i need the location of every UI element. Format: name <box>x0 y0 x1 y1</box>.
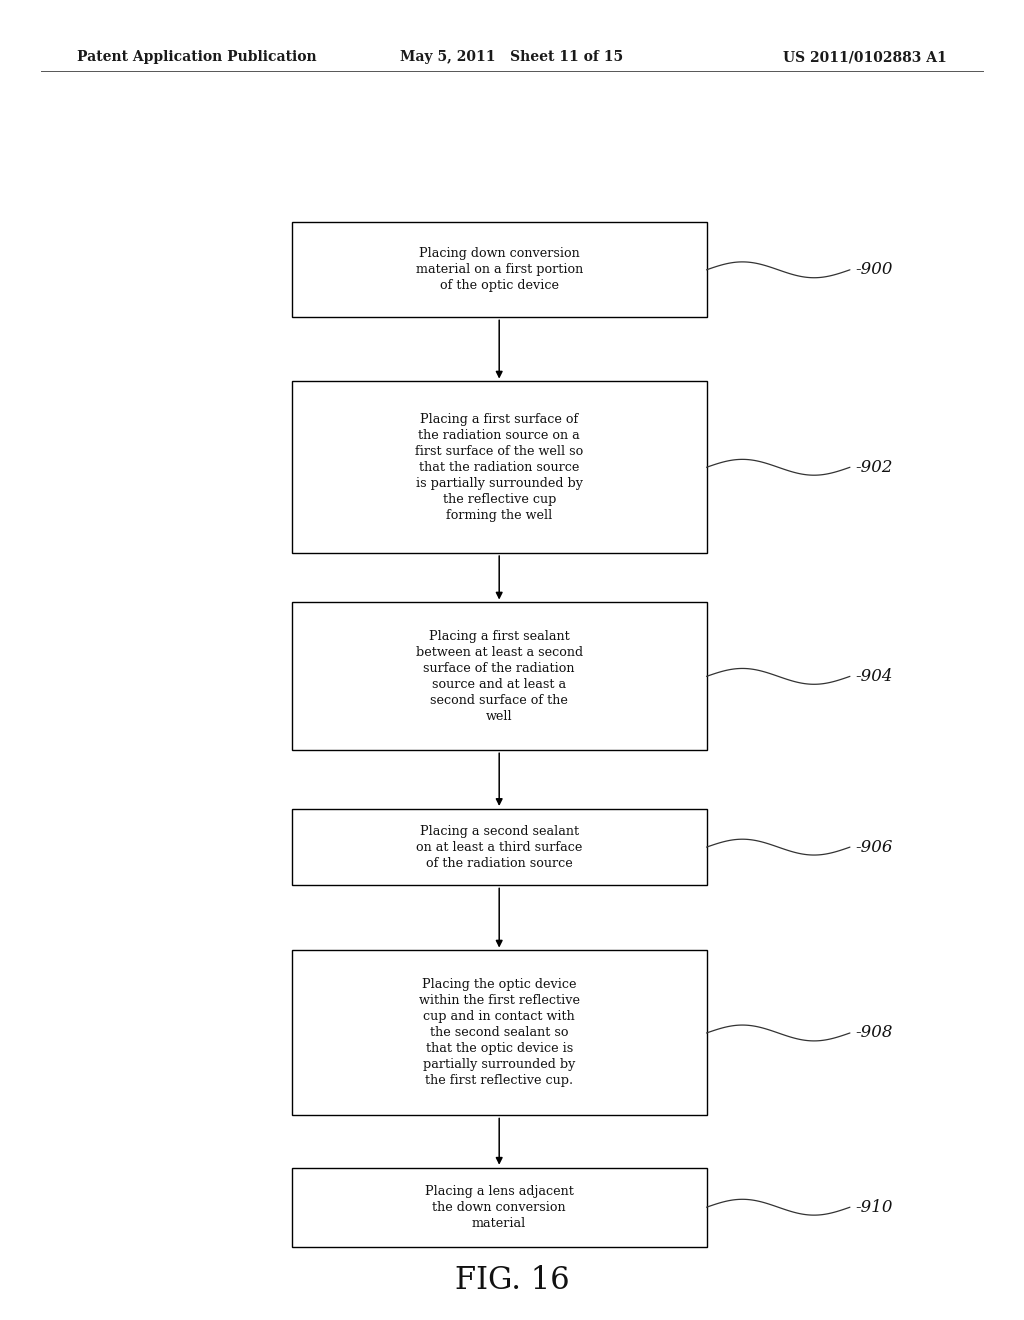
Text: FIG. 16: FIG. 16 <box>455 1266 569 1296</box>
Text: -906: -906 <box>855 838 893 855</box>
Text: -908: -908 <box>855 1024 893 1041</box>
Bar <box>292 222 707 317</box>
Bar <box>292 950 707 1115</box>
Bar <box>292 381 707 553</box>
Text: -904: -904 <box>855 668 893 685</box>
Bar <box>292 1168 707 1247</box>
Bar <box>292 602 707 750</box>
Text: Patent Application Publication: Patent Application Publication <box>77 50 316 65</box>
Text: Placing a first surface of
the radiation source on a
first surface of the well s: Placing a first surface of the radiation… <box>415 413 584 521</box>
Text: Placing the optic device
within the first reflective
cup and in contact with
the: Placing the optic device within the firs… <box>419 978 580 1088</box>
Text: May 5, 2011   Sheet 11 of 15: May 5, 2011 Sheet 11 of 15 <box>400 50 624 65</box>
Text: -900: -900 <box>855 261 893 279</box>
Text: -910: -910 <box>855 1199 893 1216</box>
Text: Placing a second sealant
on at least a third surface
of the radiation source: Placing a second sealant on at least a t… <box>416 825 583 870</box>
Text: Placing a first sealant
between at least a second
surface of the radiation
sourc: Placing a first sealant between at least… <box>416 630 583 723</box>
Bar <box>292 809 707 886</box>
Text: US 2011/0102883 A1: US 2011/0102883 A1 <box>783 50 947 65</box>
Text: -902: -902 <box>855 459 893 475</box>
Text: Placing a lens adjacent
the down conversion
material: Placing a lens adjacent the down convers… <box>425 1185 573 1230</box>
Text: Placing down conversion
material on a first portion
of the optic device: Placing down conversion material on a fi… <box>416 247 583 292</box>
